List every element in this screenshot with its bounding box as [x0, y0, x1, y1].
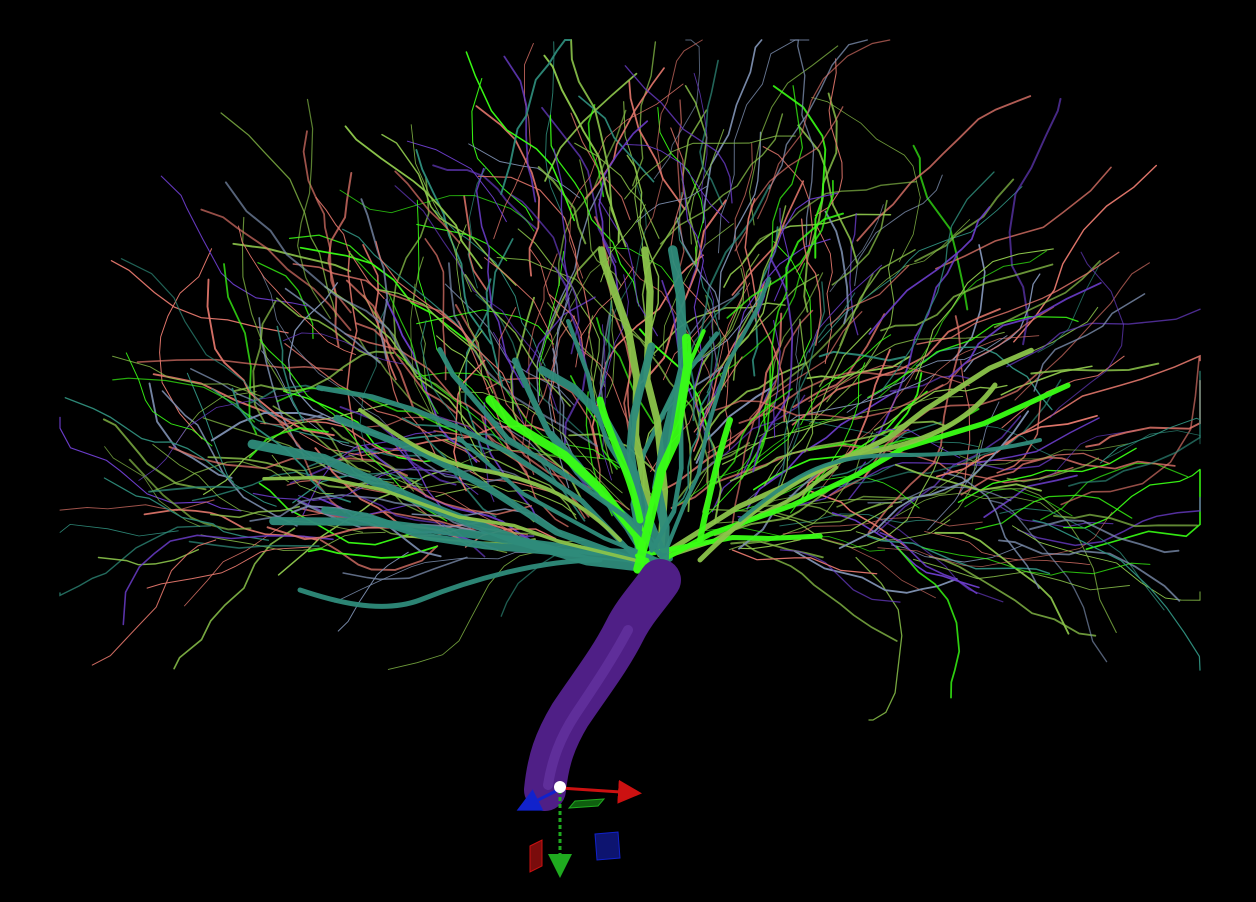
main-vessel-branches — [247, 245, 1071, 609]
x-axis-arrow[interactable] — [559, 779, 642, 804]
vessel-trunk — [524, 559, 681, 811]
xy-plane-handle[interactable] — [567, 798, 606, 809]
gizmo-origin-handle[interactable] — [554, 781, 566, 793]
z-axis-arrow[interactable] — [516, 788, 559, 811]
transform-gizmo[interactable] — [516, 779, 642, 878]
xz-plane-handle[interactable] — [594, 831, 621, 861]
fine-vessel-branches — [59, 39, 1201, 721]
yz-plane-handle[interactable] — [529, 839, 543, 873]
